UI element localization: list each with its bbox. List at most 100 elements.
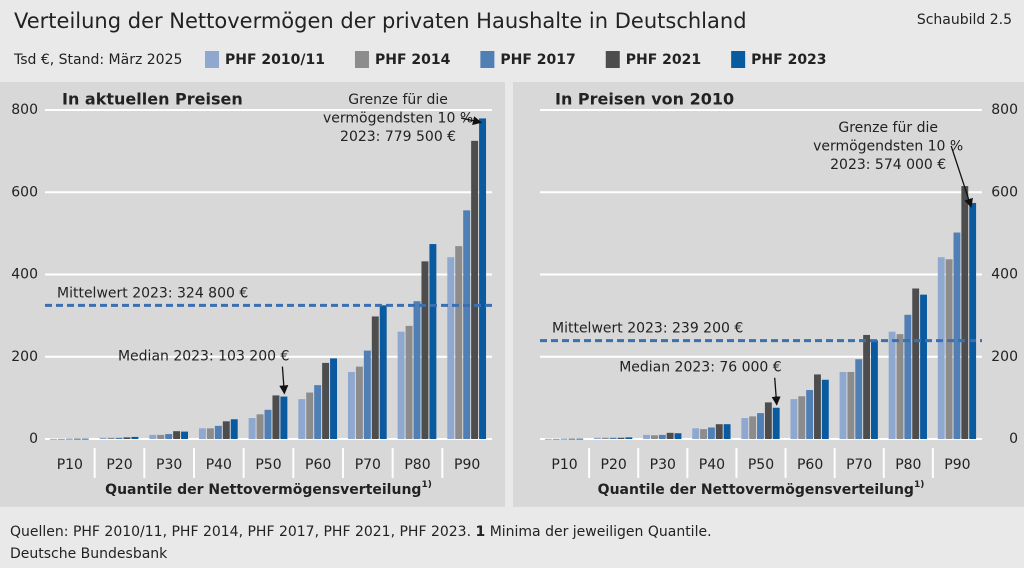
subtitle: Tsd €, Stand: März 2025: [13, 52, 182, 68]
bar: [568, 438, 576, 440]
x-axis-label: Quantile der Nettovermögensverteilung1): [105, 480, 432, 499]
bar: [198, 428, 206, 439]
bar: [552, 438, 560, 440]
bar: [115, 437, 123, 439]
top-annotation-line: 2023: 779 500 €: [340, 129, 456, 145]
x-tick-label: P80: [404, 457, 430, 473]
bar: [206, 428, 214, 439]
top-annotation-line: Grenze für die: [838, 120, 938, 136]
x-axis-note: 1): [421, 480, 431, 490]
bar: [839, 371, 847, 439]
y-tick-label: 200: [11, 349, 38, 365]
bar: [347, 371, 355, 439]
bar: [306, 392, 314, 439]
median-label: Median 2023: 103 200 €: [118, 349, 289, 365]
bar: [131, 436, 139, 439]
y-tick-label: 600: [991, 184, 1018, 200]
x-tick-label: P30: [156, 457, 182, 473]
bar: [222, 421, 230, 439]
bar: [455, 246, 463, 439]
legend-swatch: [205, 51, 219, 68]
y-tick-label: 600: [11, 184, 38, 200]
bar: [65, 438, 73, 440]
bar: [264, 409, 272, 439]
bar: [601, 437, 609, 439]
bar: [912, 288, 920, 439]
top-annotation-line: Grenze für die: [348, 92, 448, 108]
bar: [280, 396, 288, 439]
bar: [123, 437, 131, 439]
bar: [625, 437, 633, 439]
bar: [157, 434, 165, 439]
legend-label: PHF 2014: [375, 52, 451, 68]
bar: [741, 418, 749, 439]
bar: [173, 431, 181, 439]
x-tick-label: P10: [57, 457, 83, 473]
bar: [363, 350, 371, 439]
bar: [700, 429, 707, 439]
bar: [650, 435, 658, 439]
bar: [749, 416, 757, 439]
y-tick-label: 0: [1009, 431, 1018, 447]
bar: [272, 395, 280, 439]
x-tick-label: P50: [255, 457, 281, 473]
bar: [330, 358, 338, 439]
bar: [421, 261, 429, 439]
bar: [658, 434, 666, 439]
bar: [609, 437, 617, 439]
x-axis-title: Quantile der Nettovermögensverteilung: [105, 482, 421, 498]
bar: [214, 425, 222, 439]
bar: [757, 413, 764, 439]
bar: [397, 331, 405, 439]
bar: [73, 438, 81, 440]
bar: [248, 418, 256, 439]
bar: [871, 340, 878, 439]
bar: [814, 374, 821, 439]
bar: [471, 140, 479, 439]
panel-title: In aktuellen Preisen: [62, 90, 243, 109]
page-title: Verteilung der Nettovermögen der private…: [14, 9, 747, 33]
bar: [798, 396, 806, 439]
legend-label: PHF 2017: [500, 52, 575, 68]
mean-label: Mittelwert 2023: 239 200 €: [552, 321, 743, 337]
x-tick-label: P40: [699, 457, 725, 473]
legend-label: PHF 2010/11: [225, 52, 325, 68]
bar: [405, 325, 413, 439]
bar: [937, 257, 945, 439]
bar: [772, 407, 780, 439]
publisher: Deutsche Bundesbank: [10, 546, 168, 562]
bar: [723, 424, 731, 439]
note-text: Minima der jeweiligen Quantile.: [490, 524, 712, 540]
bar: [715, 424, 723, 439]
x-tick-label: P50: [748, 457, 774, 473]
bar: [953, 232, 961, 439]
bar: [594, 437, 601, 439]
bar: [560, 438, 568, 440]
x-tick-label: P10: [551, 457, 577, 473]
bar: [149, 434, 157, 439]
footer-sources: Quellen: PHF 2010/11, PHF 2014, PHF 2017…: [10, 524, 712, 540]
sources: Quellen: PHF 2010/11, PHF 2014, PHF 2017…: [10, 524, 471, 540]
x-tick-label: P30: [650, 457, 676, 473]
bar: [355, 366, 363, 439]
x-tick-label: P60: [305, 457, 331, 473]
bar: [790, 399, 798, 439]
bar: [674, 433, 682, 439]
legend-label: PHF 2023: [751, 52, 826, 68]
top-arrow: [950, 145, 973, 208]
bar: [863, 334, 871, 439]
bar: [99, 437, 107, 439]
legend-swatch: [731, 51, 746, 68]
bar: [904, 314, 912, 439]
median-arrow: [771, 377, 781, 406]
median-label: Median 2023: 76 000 €: [619, 360, 782, 376]
bar: [896, 334, 904, 439]
y-tick-label: 400: [11, 267, 38, 283]
bar: [855, 359, 863, 439]
bar: [969, 202, 977, 439]
bar: [463, 210, 471, 439]
legend-label: PHF 2021: [626, 52, 701, 68]
x-axis-note: 1): [914, 480, 924, 490]
note-number: 1: [475, 524, 485, 540]
bar: [81, 438, 89, 440]
